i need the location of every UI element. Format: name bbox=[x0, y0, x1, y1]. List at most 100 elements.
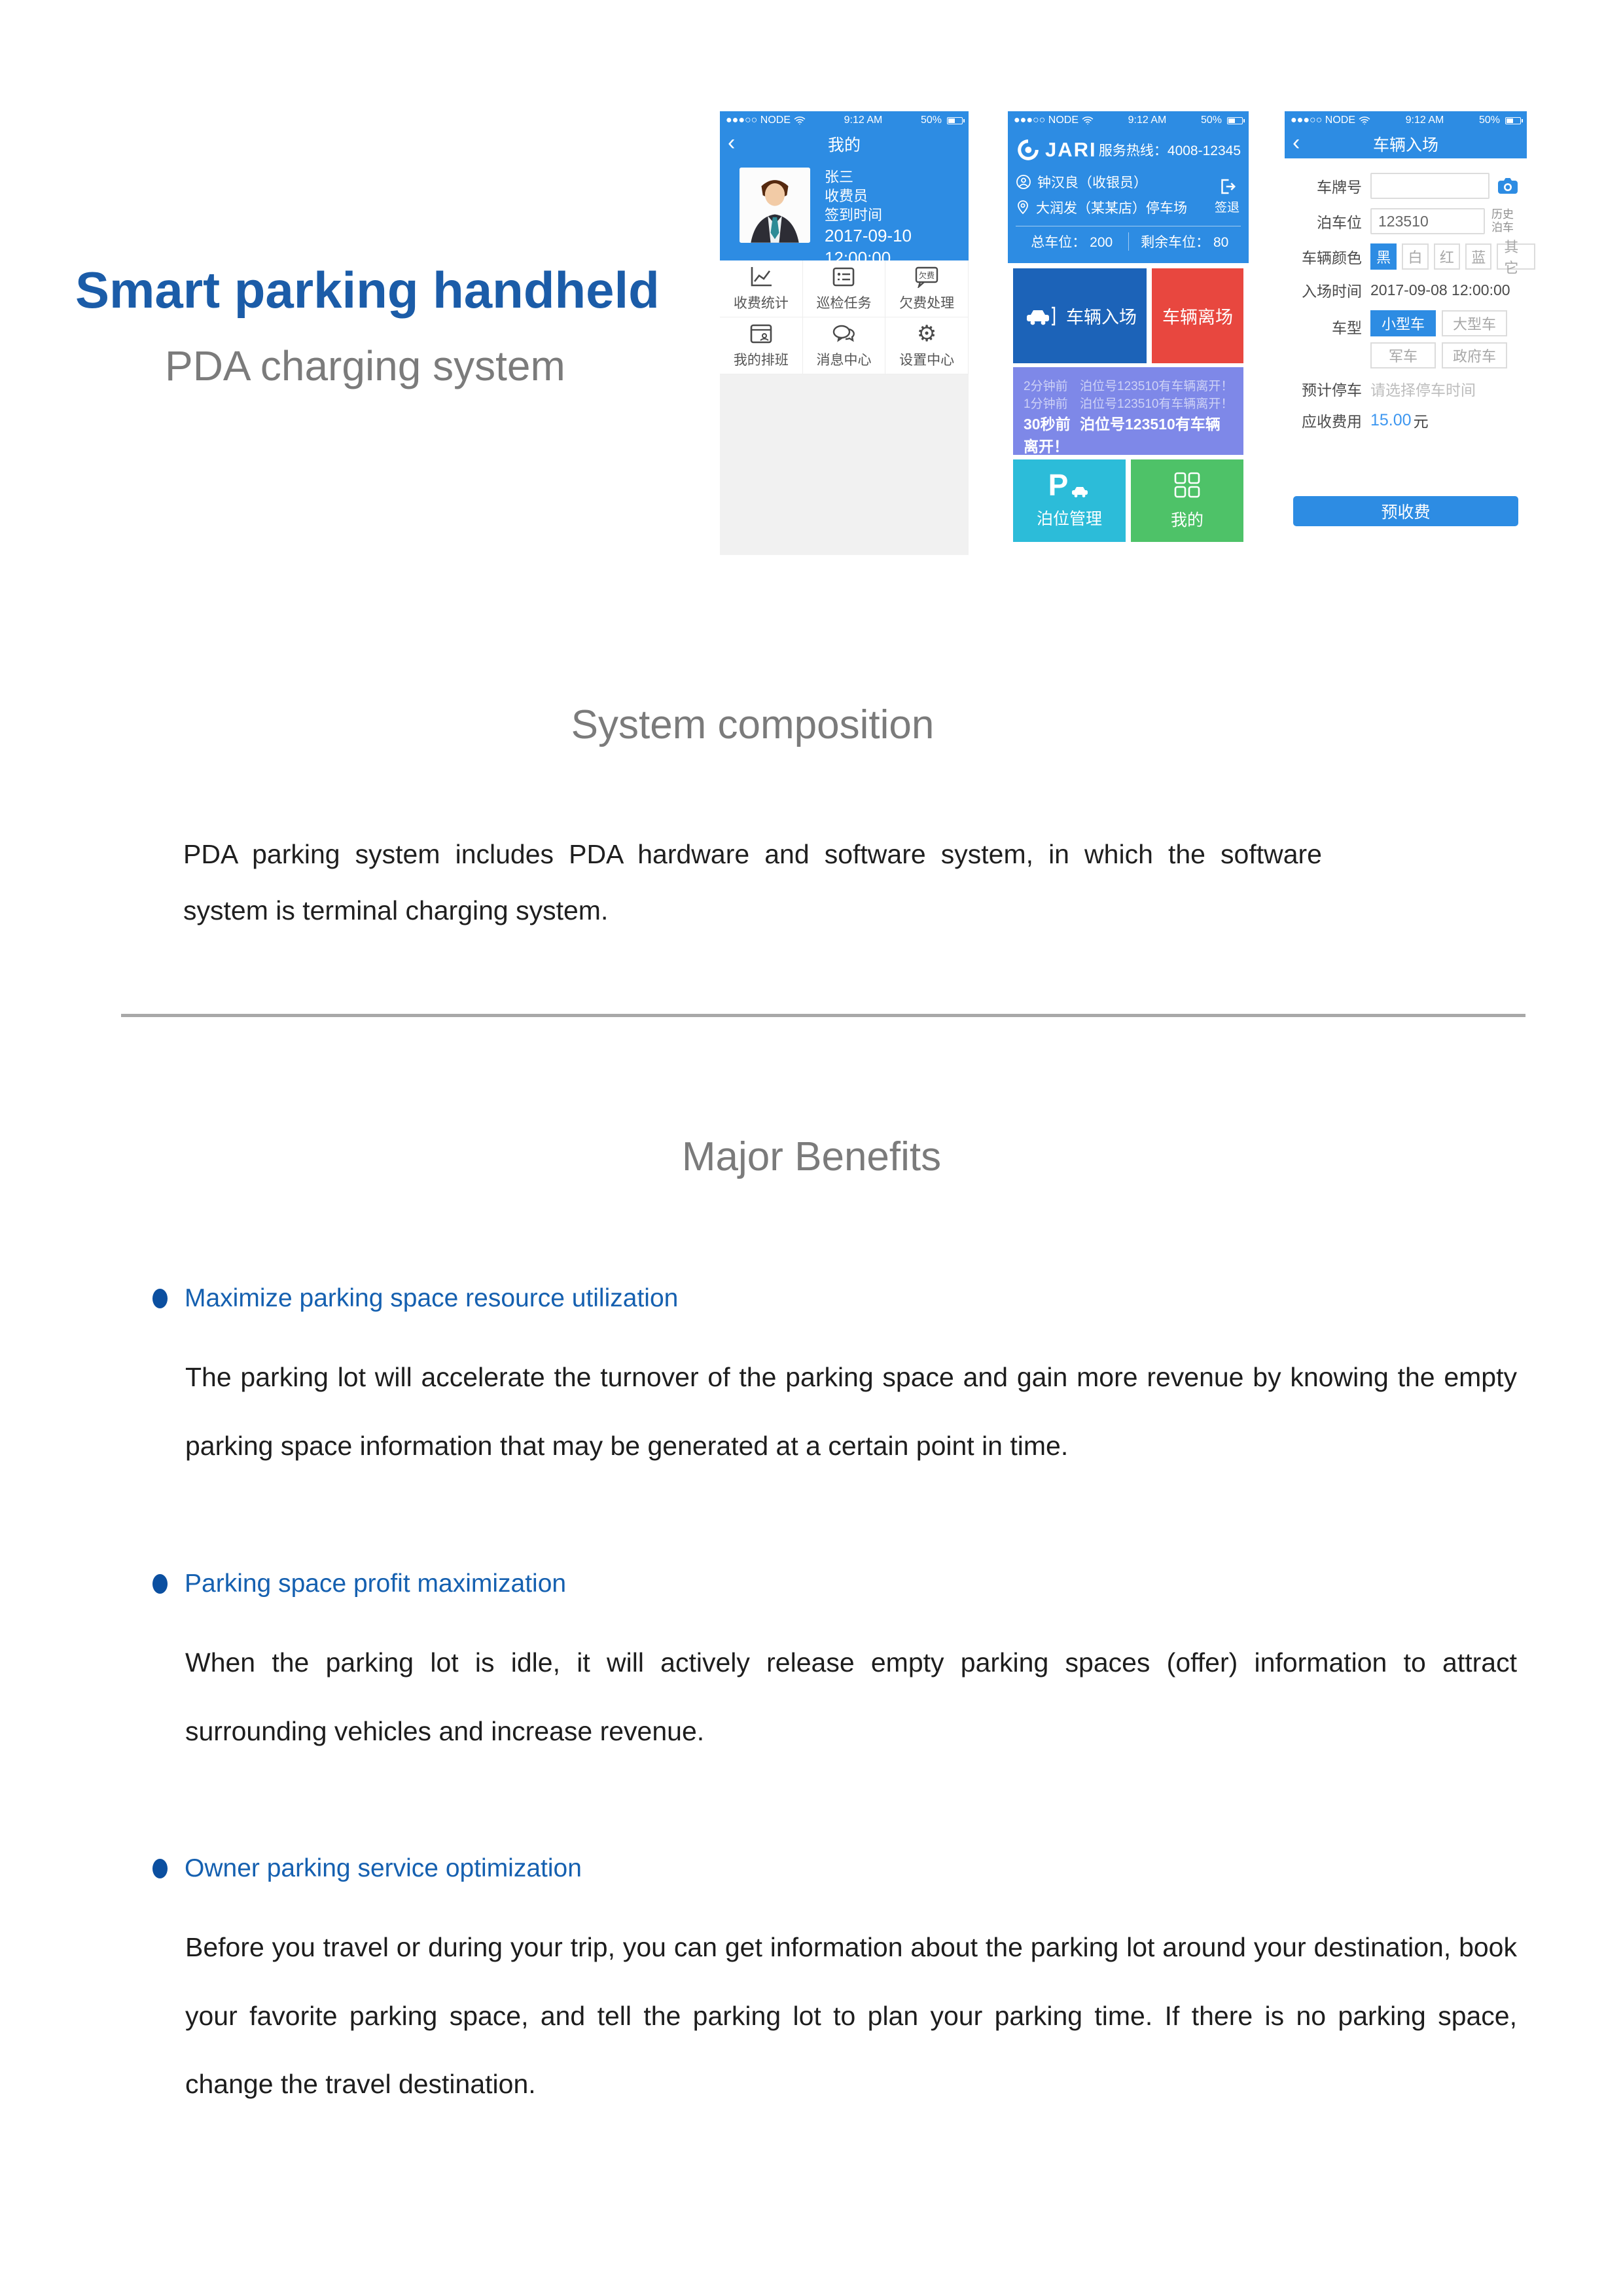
carrier-label: ●●●○○ NODE bbox=[1014, 115, 1079, 126]
status-bar: ●●●○○ NODE 9:12 AM 50% bbox=[1285, 111, 1527, 130]
benefit-item: Maximize parking space resource utilizat… bbox=[152, 1284, 1517, 1480]
plate-label: 车牌号 bbox=[1317, 179, 1362, 196]
cashier-person-icon bbox=[1016, 175, 1031, 189]
nav-bar: ‹ 我的 bbox=[720, 130, 969, 158]
checklist-icon bbox=[833, 267, 855, 286]
remaining-spaces-label: 剩余车位： bbox=[1141, 235, 1210, 250]
estimate-placeholder[interactable]: 请选择停车时间 bbox=[1370, 382, 1476, 399]
jari-logo-icon bbox=[1018, 139, 1039, 160]
menu-item-inspection-tasks[interactable]: 巡检任务 bbox=[802, 260, 886, 317]
color-chip-other[interactable]: 其它 bbox=[1497, 239, 1536, 276]
type-chip-government-car[interactable]: 政府车 bbox=[1442, 342, 1507, 368]
menu-item-label: 消息中心 bbox=[816, 352, 872, 368]
gear-icon: ⚙ bbox=[916, 320, 937, 347]
menu-item-label: 设置中心 bbox=[899, 352, 955, 368]
type-chip-small-car[interactable]: 小型车 bbox=[1370, 310, 1436, 336]
user-name: 张三 bbox=[825, 169, 854, 185]
section-divider bbox=[121, 1014, 1525, 1017]
benefit-item: Parking space profit maximization When t… bbox=[152, 1570, 1517, 1765]
benefit-body: When the parking lot is idle, it will ac… bbox=[185, 1647, 1517, 1746]
status-bar: ●●●○○ NODE 9:12 AM 50% bbox=[1008, 111, 1249, 130]
tile-label: 泊位管理 bbox=[1036, 510, 1102, 528]
phone-screenshot-entry-form: ●●●○○ NODE 9:12 AM 50% ‹ 车辆入场 车牌号 泊车位 12… bbox=[1285, 111, 1536, 537]
section-heading-system-composition: System composition bbox=[571, 702, 935, 747]
back-icon[interactable]: ‹ bbox=[728, 130, 736, 155]
tile-label: 我的 bbox=[1170, 511, 1204, 529]
menu-item-my-schedule[interactable]: 我的排班 bbox=[720, 317, 803, 374]
history-parking-link[interactable]: 历史泊车 bbox=[1491, 208, 1514, 234]
camera-icon[interactable] bbox=[1497, 177, 1518, 194]
location-pin-icon bbox=[1018, 200, 1028, 215]
back-icon[interactable]: ‹ bbox=[1293, 130, 1300, 155]
vehicle-exit-tile[interactable]: 车辆离场 bbox=[1152, 268, 1243, 363]
color-chip-red[interactable]: 红 bbox=[1433, 243, 1461, 270]
menu-item-label: 收费统计 bbox=[733, 295, 789, 311]
hotline-number: 4008-12345 bbox=[1167, 143, 1241, 158]
menu-item-arrears[interactable]: 欠费 欠费处理 bbox=[885, 260, 969, 317]
fee-label: 应收费用 bbox=[1302, 413, 1362, 430]
parking-lot-name: 大润发（某某店）停车场 bbox=[1036, 201, 1187, 216]
tile-label: 车辆离场 bbox=[1162, 308, 1233, 327]
schedule-icon bbox=[750, 324, 772, 343]
menu-item-label: 巡检任务 bbox=[816, 295, 872, 311]
benefit-heading: Maximize parking space resource utilizat… bbox=[185, 1284, 679, 1312]
nav-title: 车辆入场 bbox=[1372, 136, 1438, 154]
bullet-dot-icon bbox=[152, 1289, 168, 1308]
total-spaces-label: 总车位： bbox=[1031, 235, 1086, 250]
empty-footer-area bbox=[720, 374, 969, 555]
hotline-label: 服务热线： bbox=[1098, 143, 1168, 158]
phone-screenshot-profile: ●●●○○ NODE 9:12 AM 50% ‹ 我的 bbox=[720, 111, 969, 555]
color-chip-blue[interactable]: 蓝 bbox=[1465, 243, 1492, 270]
signout-label: 签退 bbox=[1214, 201, 1240, 215]
bullet-dot-icon bbox=[152, 1574, 168, 1594]
battery-icon bbox=[1226, 117, 1245, 124]
signout-button[interactable]: 签退 bbox=[1215, 177, 1240, 215]
color-label: 车辆颜色 bbox=[1302, 249, 1362, 266]
benefit-body: Before you travel or during your trip, y… bbox=[185, 1932, 1517, 2100]
user-role: 收费员 bbox=[825, 188, 868, 204]
benefit-heading: Parking space profit maximization bbox=[185, 1570, 567, 1598]
berth-input[interactable]: 123510 bbox=[1370, 208, 1485, 234]
fee-value: 15.00 bbox=[1370, 410, 1412, 429]
precharge-button[interactable]: 预收费 bbox=[1293, 496, 1518, 526]
status-bar: ●●●○○ NODE 9:12 AM 50% bbox=[720, 111, 969, 130]
menu-item-settings-center[interactable]: ⚙ 设置中心 bbox=[885, 317, 969, 374]
notice-row: 1分钟前 泊位号123510有车辆离开！ bbox=[1024, 397, 1234, 411]
menu-item-message-center[interactable]: 消息中心 bbox=[802, 317, 886, 374]
carrier-label: ●●●○○ NODE bbox=[1291, 115, 1355, 126]
nav-bar: ‹ 车辆入场 bbox=[1285, 130, 1527, 158]
status-time: 9:12 AM bbox=[1128, 115, 1167, 126]
mine-tile[interactable]: 我的 bbox=[1131, 459, 1243, 542]
type-chip-large-car[interactable]: 大型车 bbox=[1442, 310, 1507, 336]
entry-form: 车牌号 泊车位 123510 历史泊车 车辆颜色 黑 白 红 蓝 其它 bbox=[1285, 158, 1536, 537]
battery-percent: 50% bbox=[1478, 115, 1500, 126]
section-heading-major-benefits: Major Benefits bbox=[681, 1134, 942, 1179]
color-chip-white[interactable]: 白 bbox=[1402, 243, 1429, 270]
color-chip-black[interactable]: 黑 bbox=[1370, 243, 1397, 270]
chart-icon bbox=[751, 266, 772, 286]
bullet-dot-icon bbox=[152, 1859, 168, 1878]
remaining-spaces-value: 80 bbox=[1213, 235, 1229, 250]
brand-name: JARI bbox=[1045, 138, 1097, 161]
nav-title: 我的 bbox=[827, 136, 861, 154]
profile-card: 张三 收费员 签到时间 2017-09-10 12:00:00 bbox=[720, 158, 969, 268]
fee-unit: 元 bbox=[1413, 413, 1429, 430]
vehicle-entry-tile[interactable]: 车辆入场 bbox=[1013, 268, 1147, 363]
battery-icon bbox=[946, 117, 965, 124]
parking-p-icon: P bbox=[1048, 470, 1091, 500]
status-time: 9:12 AM bbox=[844, 115, 883, 126]
arrears-bubble-icon: 欠费 bbox=[915, 266, 938, 288]
menu-item-label: 我的排班 bbox=[733, 352, 789, 368]
notice-row: 2分钟前 泊位号123510有车辆离开！ bbox=[1024, 380, 1234, 393]
home-header: JARI 服务热线：4008-12345 钟汉良（收银员） 大润发（某某店）停车… bbox=[1008, 130, 1249, 263]
system-composition-paragraph: PDA parking system includes PDA hardware… bbox=[183, 839, 1322, 926]
type-chip-military-car[interactable]: 军车 bbox=[1370, 342, 1436, 368]
messages-icon bbox=[833, 325, 855, 342]
berth-management-tile[interactable]: P 泊位管理 bbox=[1013, 459, 1126, 542]
plate-input[interactable] bbox=[1370, 173, 1489, 199]
page-subtitle: PDA charging system bbox=[165, 342, 565, 389]
avatar bbox=[740, 168, 810, 243]
signin-label: 签到时间 bbox=[825, 207, 883, 223]
menu-item-charge-stats[interactable]: 收费统计 bbox=[720, 260, 803, 317]
